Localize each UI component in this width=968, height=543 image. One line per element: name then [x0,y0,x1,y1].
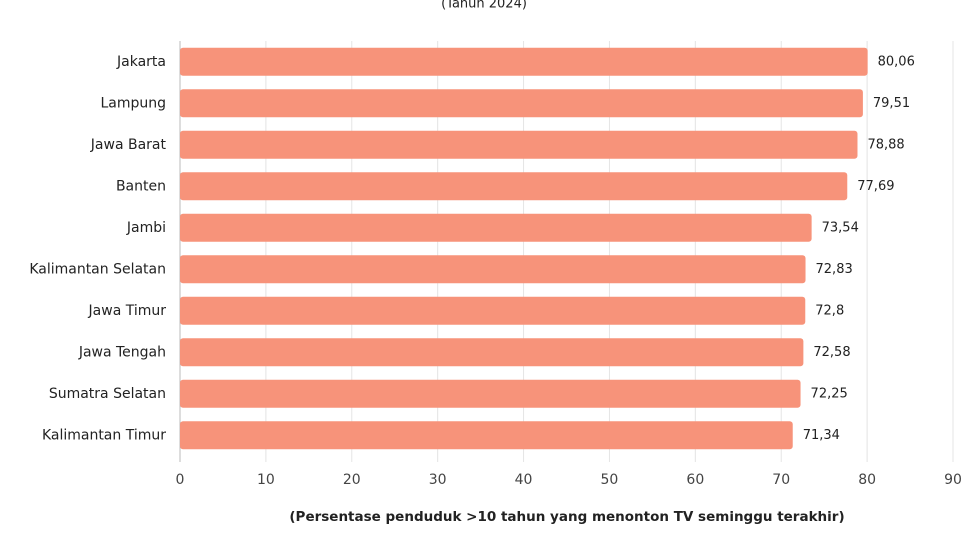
y-tick-label: Kalimantan Selatan [29,261,166,277]
bar [180,338,804,367]
y-tick-label: Jawa Timur [88,303,167,319]
x-axis-label: (Persentase penduduk >10 tahun yang meno… [289,509,844,525]
bar [180,89,863,118]
value-label: 72,8 [815,303,844,318]
y-tick-label: Jakarta [116,54,166,70]
bar [180,47,868,76]
value-label: 79,51 [873,96,910,111]
y-tick-label: Jawa Barat [90,137,167,153]
value-label: 72,58 [813,345,850,360]
chart-subtitle: (Tahun 2024) [441,0,527,12]
x-tick-label: 50 [601,472,619,488]
bar [180,296,806,325]
value-label: 78,88 [867,137,904,152]
value-label: 71,34 [803,428,840,443]
bar [180,130,858,159]
value-label: 80,06 [878,54,915,69]
value-label: 77,69 [857,179,894,194]
x-tick-label: 70 [772,472,790,488]
x-tick-label: 40 [515,472,533,488]
bar [180,255,806,284]
bar [180,421,793,450]
y-tick-label: Kalimantan Timur [42,427,166,443]
y-tick-label: Jawa Tengah [78,344,166,360]
x-tick-label: 0 [176,472,185,488]
y-tick-label: Sumatra Selatan [49,386,166,402]
y-tick-label: Lampung [100,95,166,111]
x-tick-label: 90 [944,472,962,488]
x-tick-label: 60 [686,472,704,488]
value-label: 72,83 [816,262,853,277]
y-tick-label: Banten [116,178,166,194]
y-tick-label: Jambi [126,220,166,236]
x-tick-label: 30 [429,472,447,488]
bar [180,213,812,242]
x-tick-label: 10 [257,472,275,488]
value-label: 72,25 [811,386,848,401]
value-label: 73,54 [822,220,859,235]
x-tick-label: 20 [343,472,361,488]
bar [180,172,848,201]
x-tick-label: 80 [858,472,876,488]
bar [180,379,801,408]
